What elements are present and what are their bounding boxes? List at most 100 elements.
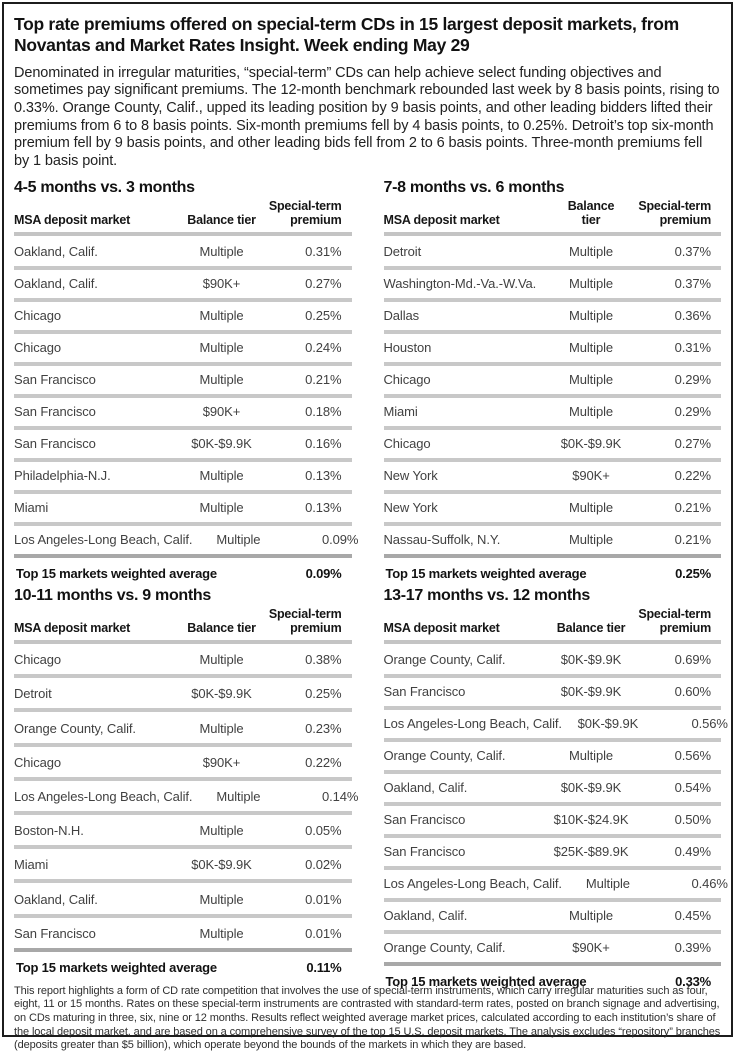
table-row: Chicago $0K-$9.9K 0.27%	[383, 430, 721, 463]
cell-tier: Multiple	[199, 891, 244, 907]
cell-premium: 0.21%	[674, 500, 711, 516]
cell-tier: Multiple	[199, 652, 244, 668]
cell-premium: 0.21%	[305, 372, 342, 388]
column-header-premium: Special-term premium	[268, 607, 342, 636]
cell-market: New York	[383, 468, 438, 484]
column-header-tier: Balance tier	[567, 199, 615, 228]
cell-tier: $0K-$9.9K	[560, 780, 622, 796]
table-row: Oakland, Calif. $0K-$9.9K 0.54%	[383, 774, 721, 807]
cell-tier: Multiple	[569, 276, 613, 292]
cell-market: Oakland, Calif.	[383, 780, 468, 796]
cell-premium: 0.01%	[305, 925, 342, 941]
table-row: Oakland, Calif. $90K+ 0.27%	[14, 270, 352, 303]
total-value: 0.09%	[305, 566, 342, 582]
table-row: Nassau-Suffolk, N.Y. Multiple 0.21%	[383, 526, 721, 559]
cell-market: Chicago	[383, 372, 431, 388]
total-value: 0.11%	[306, 959, 342, 975]
cell-premium: 0.56%	[691, 716, 728, 732]
column-header-market: MSA deposit market	[14, 213, 131, 228]
cell-tier: $90K+	[202, 276, 241, 292]
cell-tier: $0K-$9.9K	[191, 686, 252, 702]
table-row: San Francisco $90K+ 0.18%	[14, 398, 352, 431]
column-headers: MSA deposit market Balance tier Special-…	[14, 199, 352, 237]
cell-market: Detroit	[383, 244, 422, 260]
table-row: San Francisco Multiple 0.21%	[14, 366, 352, 399]
total-row: Top 15 markets weighted average 0.33%	[384, 966, 722, 991]
cell-tier: Multiple	[569, 372, 613, 388]
cell-market: Chicago	[14, 340, 61, 356]
column-header-tier: Balance tier	[187, 621, 256, 636]
table-section-7-8-vs-6: 7-8 months vs. 6 months MSA deposit mark…	[383, 178, 721, 582]
table-row: Orange County, Calif. Multiple 0.56%	[383, 742, 721, 775]
cell-premium: 0.23%	[305, 720, 342, 736]
cell-premium: 0.25%	[305, 308, 342, 324]
cell-tier: $0K-$9.9K	[191, 436, 252, 452]
table-row: San Francisco Multiple 0.01%	[14, 920, 352, 952]
cell-tier: Multiple	[199, 500, 244, 516]
page-title: Top rate premiums offered on special-ter…	[14, 14, 679, 56]
table-title: 4-5 months vs. 3 months	[14, 178, 195, 196]
cell-tier: $90K+	[202, 754, 241, 770]
column-header-premium: Special-term premium	[638, 607, 711, 636]
cell-premium: 0.21%	[674, 532, 711, 548]
cell-tier: Multiple	[199, 468, 244, 484]
table-row: Los Angeles-Long Beach, Calif. Multiple 0.…	[383, 870, 728, 903]
table-rows: Detroit Multiple 0.37% Washington-Md.-Va.-W…	[383, 236, 721, 559]
cell-market: San Francisco	[14, 404, 96, 420]
cell-market: Los Angeles-Long Beach, Calif.	[14, 788, 193, 804]
cell-market: New York	[383, 500, 438, 516]
cell-market: Chicago	[14, 652, 61, 668]
cell-tier: Multiple	[569, 908, 613, 924]
cell-premium: 0.29%	[674, 372, 711, 388]
cell-premium: 0.60%	[674, 684, 711, 700]
table-row: Chicago Multiple 0.24%	[14, 334, 352, 367]
cell-premium: 0.24%	[305, 340, 342, 356]
cell-market: Oakland, Calif.	[14, 891, 98, 907]
cell-tier: $90K+	[572, 940, 610, 956]
cell-premium: 0.38%	[305, 652, 342, 668]
cell-tier: Multiple	[585, 876, 630, 892]
cell-market: San Francisco	[14, 372, 96, 388]
column-headers: MSA deposit market Balance tier Special-…	[14, 607, 352, 645]
total-label: Top 15 markets weighted average	[385, 974, 587, 990]
table-title: 13-17 months vs. 12 months	[383, 586, 591, 604]
cell-market: Chicago	[14, 754, 61, 770]
cell-tier: Multiple	[199, 372, 244, 388]
cell-market: San Francisco	[383, 684, 466, 700]
cell-premium: 0.50%	[674, 812, 711, 828]
total-value: 0.25%	[675, 566, 711, 582]
cell-market: Los Angeles-Long Beach, Calif.	[383, 716, 563, 732]
cell-premium: 0.22%	[305, 754, 342, 770]
cell-premium: 0.01%	[305, 891, 342, 907]
cell-premium: 0.25%	[305, 686, 342, 702]
cell-premium: 0.39%	[674, 940, 711, 956]
cell-tier: Multiple	[199, 925, 244, 941]
table-title: 7-8 months vs. 6 months	[383, 178, 565, 196]
cell-market: Detroit	[14, 686, 52, 702]
column-headers: MSA deposit market Balance tier Special-…	[383, 607, 721, 645]
cell-tier: Multiple	[569, 340, 613, 356]
cell-market: Washington-Md.-Va.-W.Va.	[383, 276, 537, 292]
cell-premium: 0.13%	[305, 500, 342, 516]
table-row: Orange County, Calif. $0K-$9.9K 0.69%	[383, 646, 721, 679]
cell-premium: 0.27%	[674, 436, 711, 452]
table-row: Miami Multiple 0.29%	[383, 398, 721, 431]
cell-market: Oakland, Calif.	[14, 244, 98, 260]
cell-market: Miami	[383, 404, 418, 420]
cell-market: San Francisco	[14, 436, 96, 452]
total-label: Top 15 markets weighted average	[385, 566, 587, 582]
cell-market: Orange County, Calif.	[14, 720, 136, 736]
cell-tier: $10K-$24.9K	[553, 812, 629, 828]
cell-tier: Multiple	[569, 532, 613, 548]
cell-market: Miami	[14, 857, 49, 873]
cell-premium: 0.69%	[674, 652, 711, 668]
cell-premium: 0.45%	[674, 908, 711, 924]
table-row: Detroit $0K-$9.9K 0.25%	[14, 680, 352, 713]
table-row: San Francisco $25K-$89.9K 0.49%	[383, 838, 721, 871]
table-row: Miami Multiple 0.13%	[14, 494, 352, 527]
cell-premium: 0.22%	[674, 468, 711, 484]
cell-market: Dallas	[383, 308, 420, 324]
cell-tier: $25K-$89.9K	[553, 844, 629, 860]
cell-premium: 0.49%	[674, 844, 711, 860]
column-headers: MSA deposit market Balance tier Special-…	[383, 199, 721, 237]
